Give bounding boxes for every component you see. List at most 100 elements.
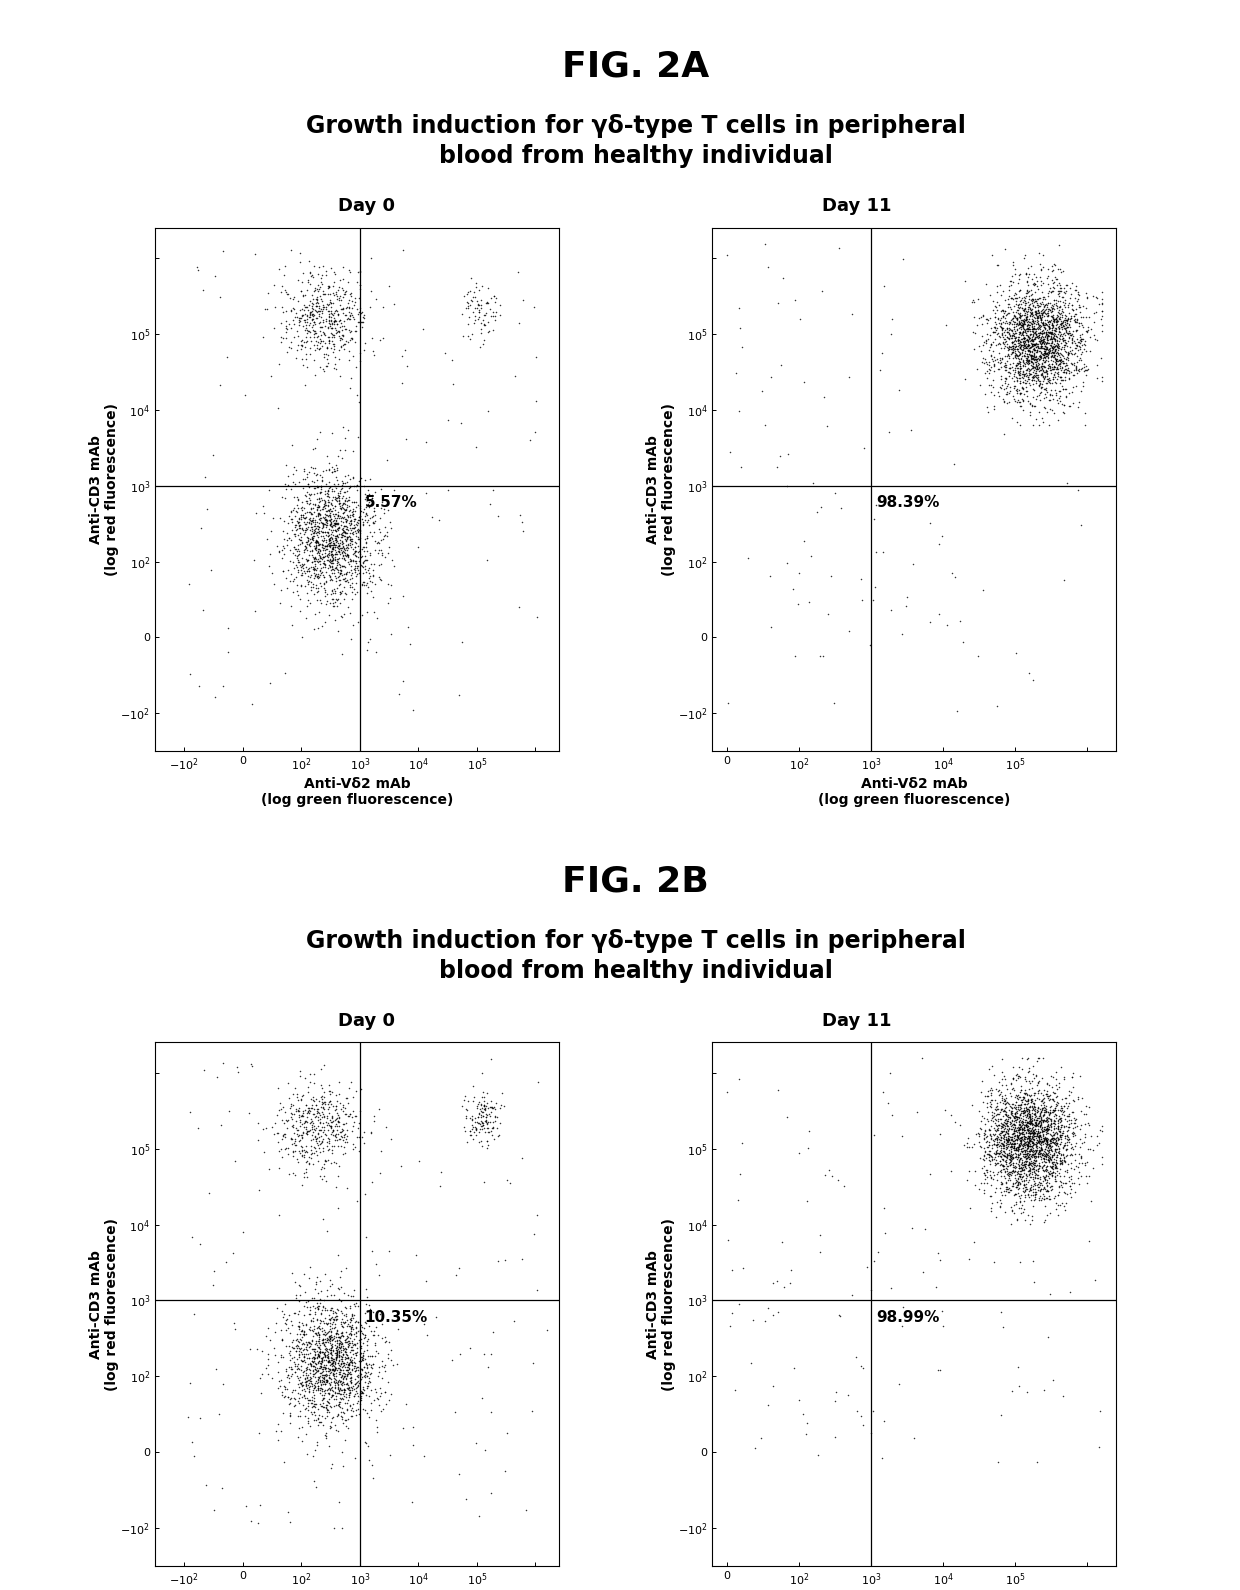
Point — [1044, 1126, 1064, 1151]
Point — [1016, 361, 1035, 386]
Point — [277, 1358, 296, 1383]
Point — [1055, 1126, 1075, 1151]
Point — [1003, 323, 1023, 348]
Point — [317, 502, 337, 528]
Point — [1013, 289, 1033, 315]
Point — [1047, 1067, 1066, 1092]
Point — [996, 1118, 1016, 1143]
Point — [797, 1188, 817, 1213]
Point — [331, 1382, 351, 1407]
Point — [1033, 1081, 1053, 1107]
Point — [1063, 390, 1083, 415]
Point — [343, 466, 363, 491]
Point — [1037, 1143, 1056, 1169]
Point — [312, 1154, 332, 1180]
Point — [1019, 1129, 1039, 1154]
Point — [1012, 307, 1032, 332]
Point — [1037, 343, 1056, 369]
Point — [1011, 335, 1030, 361]
Point — [1025, 321, 1045, 347]
Point — [320, 450, 340, 475]
Point — [381, 509, 401, 534]
Point — [330, 491, 350, 517]
Point — [379, 1239, 399, 1264]
Point — [1032, 331, 1052, 356]
Point — [341, 1334, 361, 1359]
Point — [1040, 1126, 1060, 1151]
Point — [1034, 1173, 1054, 1199]
Point — [277, 576, 296, 601]
Point — [1027, 1162, 1047, 1188]
Point — [998, 1105, 1018, 1130]
Point — [1037, 1129, 1056, 1154]
Point — [996, 1165, 1016, 1191]
Point — [1008, 358, 1028, 383]
Point — [1017, 326, 1037, 351]
Point — [332, 1345, 352, 1371]
Point — [1027, 1048, 1047, 1073]
Point — [345, 1366, 365, 1391]
Point — [959, 1134, 978, 1159]
Point — [1047, 340, 1066, 366]
Point — [1066, 318, 1086, 343]
Point — [1052, 347, 1071, 372]
Point — [308, 294, 327, 320]
Point — [308, 1307, 327, 1332]
Point — [983, 339, 1003, 364]
Point — [992, 1119, 1012, 1145]
Point — [1039, 323, 1059, 348]
Point — [1008, 345, 1028, 370]
Point — [474, 1113, 494, 1138]
Point — [334, 509, 353, 534]
Point — [331, 580, 351, 606]
Point — [810, 1223, 830, 1248]
Point — [472, 1096, 492, 1121]
Point — [987, 1151, 1007, 1177]
Point — [337, 542, 357, 568]
Point — [310, 355, 330, 380]
Point — [317, 315, 337, 340]
Point — [352, 542, 372, 568]
Point — [326, 1339, 346, 1364]
Point — [1052, 316, 1071, 342]
Point — [980, 361, 999, 386]
Point — [312, 553, 332, 579]
Point — [296, 1150, 316, 1175]
Point — [187, 258, 207, 283]
Point — [1039, 335, 1059, 361]
Point — [1025, 278, 1045, 304]
Point — [180, 1371, 200, 1396]
Point — [1078, 1170, 1097, 1196]
Point — [334, 1337, 353, 1363]
Point — [1055, 320, 1075, 345]
Point — [1038, 1116, 1058, 1142]
Point — [1023, 1142, 1043, 1167]
Point — [312, 560, 332, 585]
Point — [277, 299, 296, 324]
Point — [1049, 335, 1069, 361]
Point — [1040, 343, 1060, 369]
Point — [339, 1359, 358, 1385]
Point — [311, 1309, 331, 1334]
Point — [1048, 313, 1068, 339]
Point — [1035, 1126, 1055, 1151]
Point — [325, 1097, 345, 1123]
Point — [348, 1138, 368, 1164]
Point — [1018, 329, 1038, 355]
Point — [319, 1375, 339, 1401]
Point — [337, 534, 357, 560]
Point — [980, 1056, 999, 1081]
Point — [1019, 1161, 1039, 1186]
Point — [1028, 297, 1048, 323]
Point — [340, 1391, 360, 1417]
Point — [1012, 1056, 1032, 1081]
Point — [1007, 1207, 1027, 1232]
Point — [330, 496, 350, 522]
Point — [993, 1115, 1013, 1140]
Point — [305, 556, 325, 582]
Point — [332, 1331, 352, 1356]
Point — [1047, 1150, 1066, 1175]
Point — [293, 269, 312, 294]
Point — [1058, 358, 1078, 383]
Point — [1061, 340, 1081, 366]
